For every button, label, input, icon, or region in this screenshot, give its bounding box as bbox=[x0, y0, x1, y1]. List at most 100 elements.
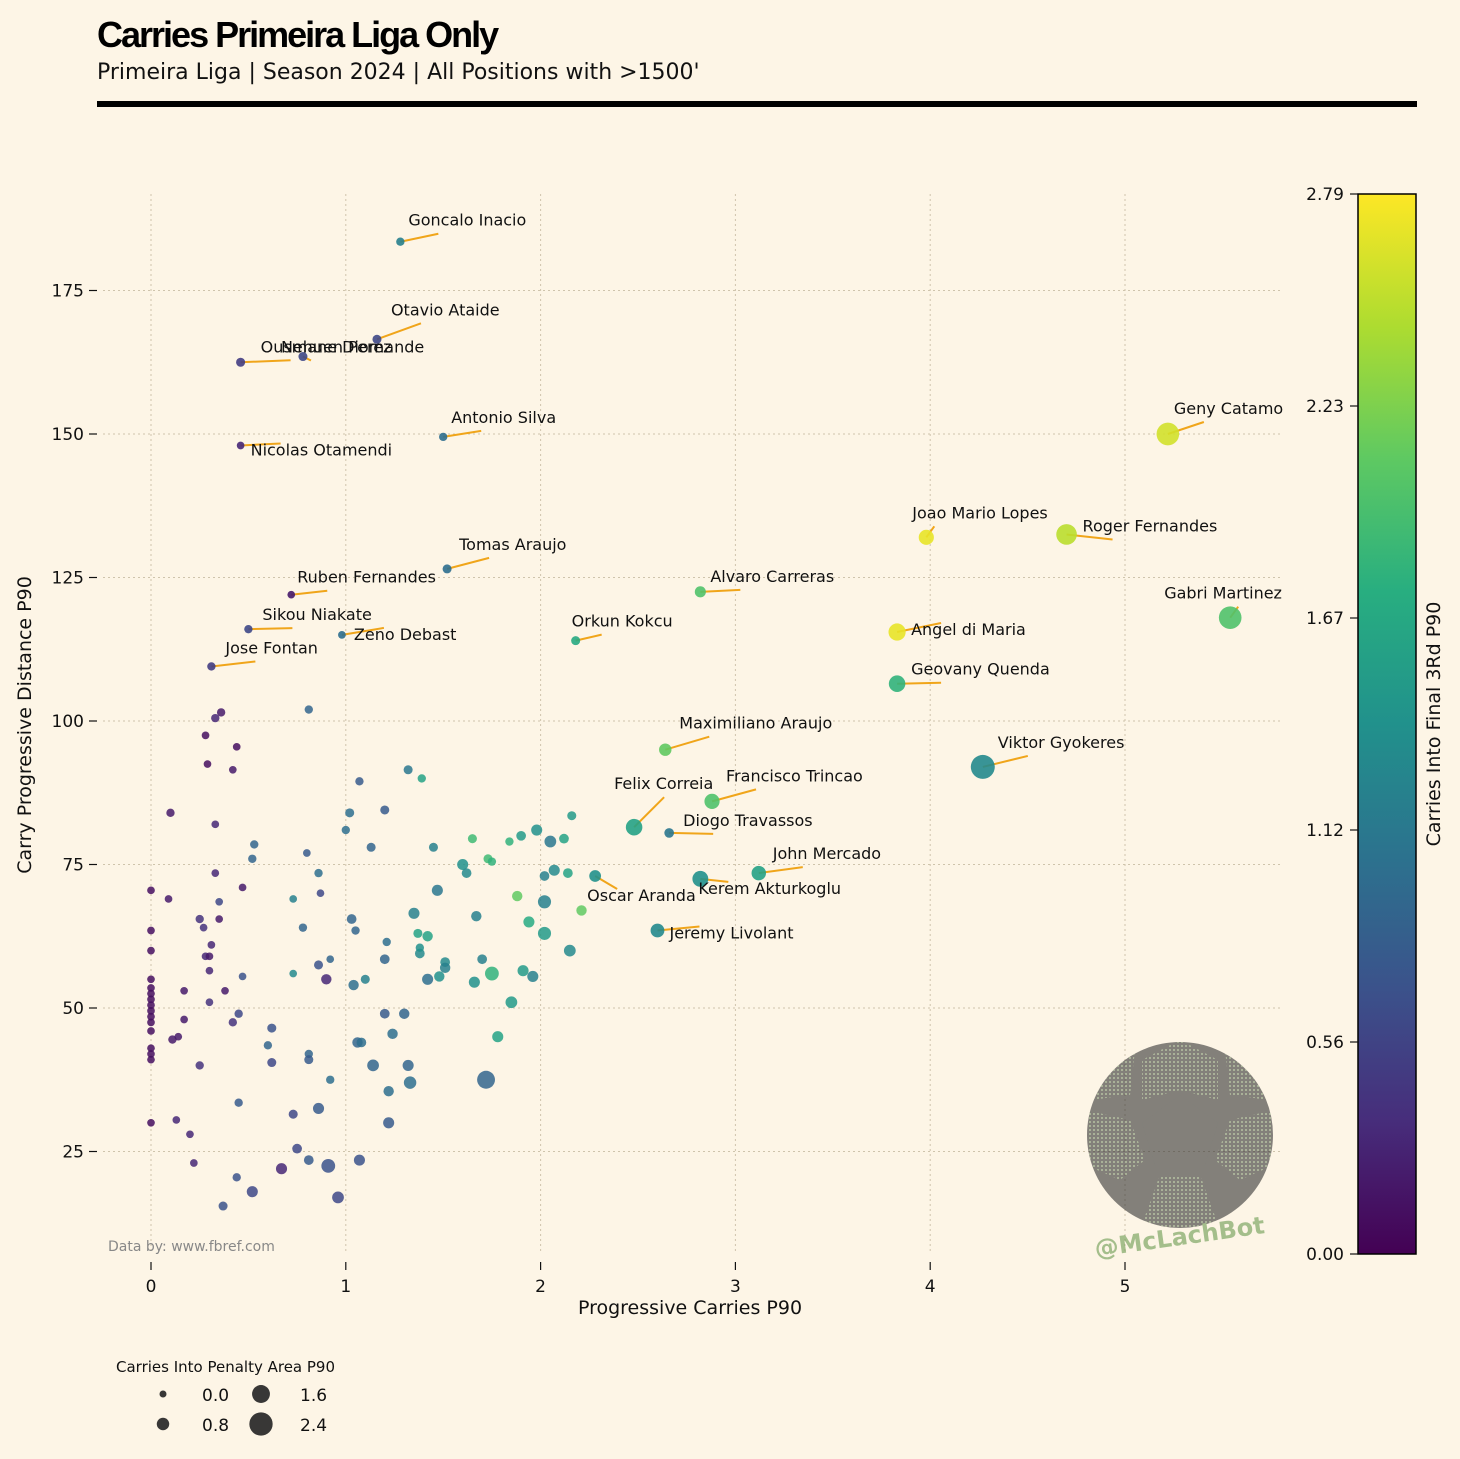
labeled-data-point bbox=[298, 351, 308, 362]
data-point bbox=[211, 869, 220, 877]
data-point bbox=[228, 765, 237, 774]
data-point bbox=[221, 986, 229, 995]
data-point bbox=[174, 1032, 183, 1041]
annotation-leader bbox=[700, 588, 741, 593]
labeled-data-point bbox=[694, 586, 706, 598]
data-point bbox=[548, 864, 560, 876]
data-point bbox=[485, 966, 499, 981]
data-point bbox=[439, 962, 451, 974]
data-point bbox=[383, 1086, 394, 1097]
point-label: Zeno Debast bbox=[354, 625, 457, 644]
data-point bbox=[537, 895, 552, 909]
x-axis-label: Progressive Carries P90 bbox=[578, 1297, 802, 1319]
data-point bbox=[457, 858, 469, 871]
point-label: Nicolas Otamendi bbox=[251, 440, 393, 459]
data-point bbox=[238, 972, 247, 981]
point-label: Angel di Maria bbox=[911, 620, 1026, 639]
size-legend-label: 2.4 bbox=[300, 1416, 327, 1436]
data-point bbox=[147, 1055, 155, 1064]
data-point bbox=[399, 1008, 410, 1019]
labeled-data-point bbox=[1056, 524, 1077, 545]
data-point bbox=[166, 808, 175, 818]
labeled-data-point bbox=[650, 923, 665, 938]
data-point bbox=[505, 837, 514, 846]
point-label: Otavio Ataide bbox=[391, 300, 500, 319]
data-point bbox=[360, 974, 370, 984]
data-point bbox=[487, 857, 497, 866]
data-point bbox=[180, 1015, 188, 1024]
data-point bbox=[147, 975, 155, 984]
y-tick-label: 75 bbox=[62, 856, 84, 876]
annotation-leader bbox=[248, 627, 293, 631]
annotation-leader bbox=[400, 232, 439, 243]
labeled-data-point bbox=[207, 662, 216, 671]
data-point bbox=[403, 765, 413, 775]
colorbar-tick-label: 0.56 bbox=[1306, 1033, 1344, 1053]
data-point bbox=[232, 742, 241, 751]
labeled-data-point bbox=[918, 529, 934, 545]
annotation-leader bbox=[376, 322, 422, 341]
data-point bbox=[477, 954, 488, 965]
data-point bbox=[289, 895, 298, 903]
annotation-leader bbox=[758, 866, 803, 875]
data-point bbox=[303, 849, 311, 857]
point-label: John Mercado bbox=[772, 844, 881, 863]
title-rule bbox=[97, 101, 1417, 107]
data-point bbox=[468, 976, 480, 988]
data-point bbox=[321, 974, 332, 985]
x-tick-label: 2 bbox=[535, 1277, 546, 1297]
data-point bbox=[147, 989, 155, 998]
data-point bbox=[190, 1159, 198, 1167]
size-legend-title: Carries Into Penalty Area P90 bbox=[116, 1358, 335, 1376]
data-point bbox=[238, 883, 247, 892]
point-label: Joao Mario Lopes bbox=[911, 503, 1047, 522]
data-point bbox=[576, 905, 587, 916]
x-tick-label: 3 bbox=[730, 1277, 741, 1297]
colorbar-tick-label: 2.79 bbox=[1306, 185, 1344, 205]
data-point bbox=[267, 1058, 277, 1068]
labeled-data-point bbox=[589, 870, 602, 882]
data-point bbox=[263, 1041, 273, 1050]
point-label: Francisco Trincao bbox=[726, 766, 863, 785]
data-point bbox=[314, 868, 323, 878]
labeled-data-point bbox=[888, 623, 906, 641]
labeled-data-point bbox=[338, 631, 346, 639]
data-point bbox=[207, 941, 216, 949]
annotation-leader bbox=[240, 442, 281, 447]
data-point bbox=[211, 713, 220, 723]
point-label: Diogo Travassos bbox=[683, 811, 812, 830]
data-point bbox=[379, 1008, 390, 1019]
point-label: Jose Fontan bbox=[224, 638, 318, 657]
data-point bbox=[516, 830, 526, 841]
data-point bbox=[366, 842, 376, 852]
data-point bbox=[326, 1075, 335, 1084]
data-point bbox=[234, 1009, 243, 1018]
labeled-data-point bbox=[442, 564, 452, 574]
data-point bbox=[172, 1116, 181, 1124]
point-label: Tomas Araujo bbox=[458, 535, 566, 554]
point-label: Roger Fernandes bbox=[1083, 516, 1218, 535]
data-point bbox=[367, 1059, 379, 1072]
colorbar-tick-label: 0.00 bbox=[1306, 1245, 1344, 1265]
data-point bbox=[505, 996, 518, 1009]
x-tick-label: 4 bbox=[925, 1277, 936, 1297]
point-label: Oscar Aranda bbox=[587, 886, 696, 905]
size-legend-label: 0.8 bbox=[202, 1416, 229, 1436]
y-axis-label: Carry Progressive Distance P90 bbox=[14, 576, 36, 874]
labeled-data-point bbox=[625, 818, 643, 836]
data-point bbox=[216, 708, 226, 717]
labeled-data-point bbox=[372, 334, 382, 344]
labeled-data-point bbox=[236, 357, 246, 367]
labeled-data-point bbox=[664, 828, 675, 838]
data-point bbox=[147, 1118, 155, 1127]
annotation-leader bbox=[446, 556, 490, 570]
data-point bbox=[147, 1044, 155, 1053]
x-tick-label: 5 bbox=[1120, 1277, 1131, 1297]
data-point bbox=[434, 971, 445, 982]
annotation-leader bbox=[443, 429, 482, 438]
data-points bbox=[147, 705, 587, 1211]
y-tick-label: 125 bbox=[52, 569, 84, 589]
data-point bbox=[147, 1012, 155, 1021]
data-point bbox=[379, 954, 390, 965]
data-point bbox=[408, 907, 420, 919]
